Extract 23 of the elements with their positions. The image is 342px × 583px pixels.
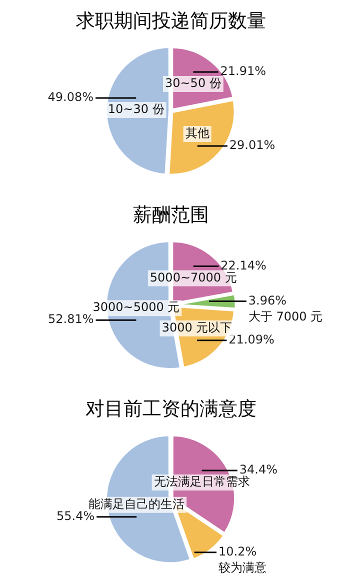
slice-label: 10~30 份 (108, 102, 164, 116)
chart-title: 求职期间投递简历数量 (75, 9, 267, 34)
slice-label: 较为满意 (218, 560, 266, 574)
data-label: 3.96% (248, 293, 287, 308)
slice-label: 无法满足日常需求 (154, 474, 250, 489)
data-label: 29.01% (229, 138, 276, 152)
slice-label: 3000~5000 元 (92, 300, 180, 314)
data-label: 10.2% (218, 544, 257, 558)
slice-label: 30~50 份 (164, 76, 222, 90)
data-label: 52.81% (48, 312, 94, 326)
slice-label: 3000 元以下 (162, 320, 232, 334)
data-label: 21.09% (228, 332, 274, 346)
chart-title: 对目前工资的满意度 (84, 397, 258, 422)
data-label: 21.91% (220, 64, 266, 78)
data-label: 22.14% (220, 258, 266, 272)
data-label: 55.4% (56, 509, 95, 524)
slice-label: 能满足自己的生活 (88, 497, 185, 512)
data-label: 34.4% (239, 462, 278, 477)
slice-label: 大于 7000 元 (248, 309, 323, 324)
chart-title: 薪酬范围 (132, 203, 210, 228)
slice-label: 其他 (185, 126, 210, 140)
data-label: 49.08% (48, 90, 94, 104)
slice-label: 5000~7000 元 (150, 270, 237, 284)
